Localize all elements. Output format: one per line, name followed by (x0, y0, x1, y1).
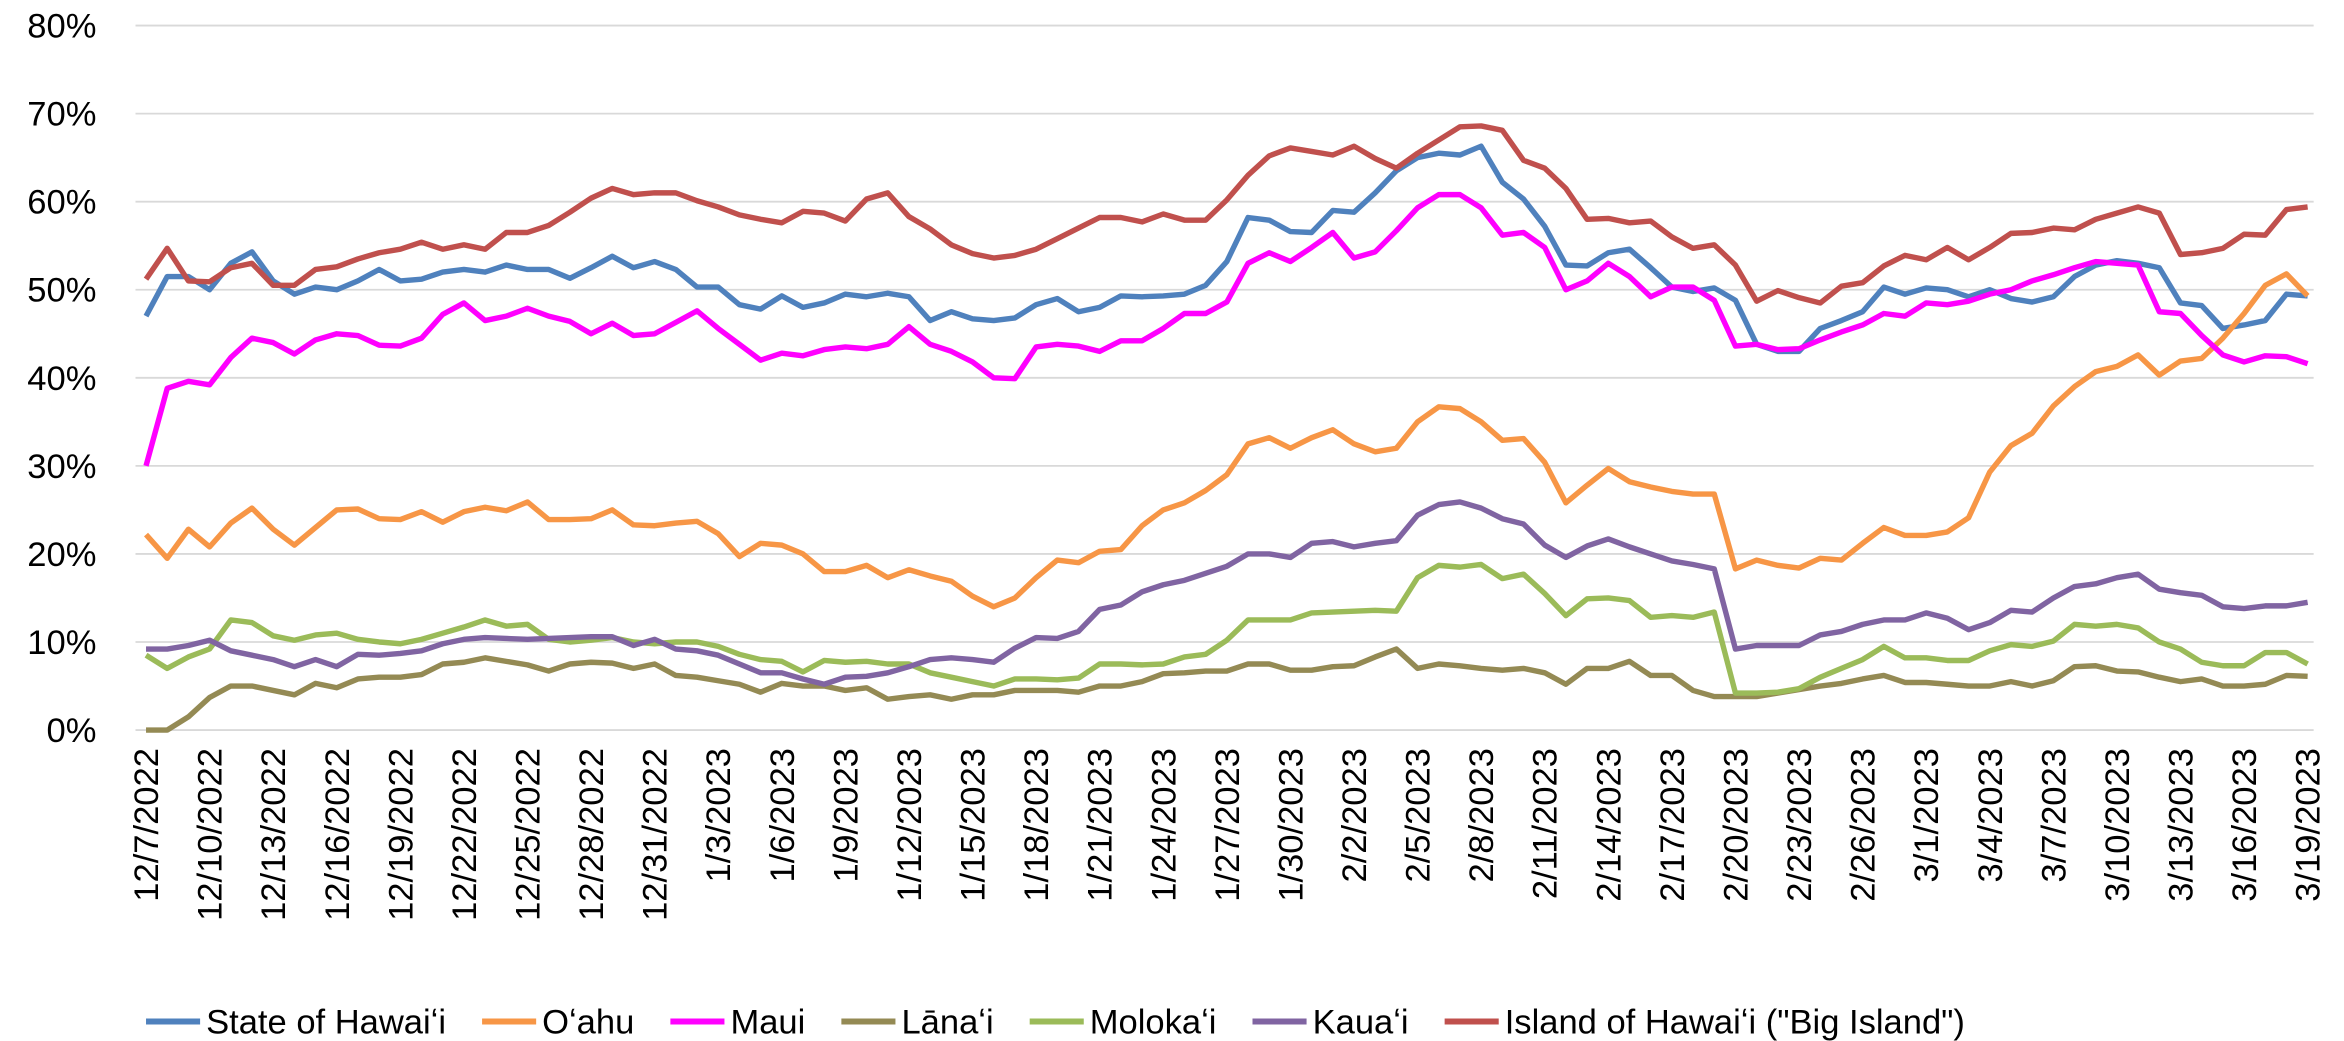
legend-label: Island of Hawaiʻi ("Big Island") (1505, 1003, 1965, 1041)
y-tick-label: 80% (27, 8, 96, 46)
y-tick-label: 10% (27, 624, 96, 662)
x-tick-label: 2/2/2023 (1336, 748, 1374, 882)
series-line (146, 499, 2309, 687)
legend-label: Kauaʻi (1313, 1003, 1409, 1041)
x-tick-label: 3/16/2023 (2226, 748, 2264, 902)
y-tick-label: 60% (27, 184, 96, 222)
series-line (143, 143, 2308, 355)
y-tick-label: 20% (27, 536, 96, 574)
x-tick-label: 2/17/2023 (1654, 748, 1692, 902)
series-line (144, 561, 2309, 696)
legend-label: Molokaʻi (1090, 1003, 1217, 1041)
x-tick-label: 1/24/2023 (1145, 748, 1183, 902)
legend-label: Oʻahu (542, 1003, 634, 1041)
x-tick-label: 3/10/2023 (2099, 748, 2137, 902)
x-tick-label: 2/26/2023 (1845, 748, 1883, 902)
y-tick-label: 30% (27, 448, 96, 486)
x-tick-label: 12/7/2022 (128, 748, 166, 902)
x-tick-label: 12/16/2022 (319, 748, 357, 921)
x-tick-label: 2/23/2023 (1781, 748, 1819, 902)
y-tick-label: 0% (47, 712, 97, 750)
x-tick-label: 3/4/2023 (1972, 748, 2010, 882)
x-tick-label: 2/8/2023 (1463, 748, 1501, 882)
x-tick-label: 12/10/2022 (192, 748, 230, 921)
series-line (143, 123, 2308, 306)
x-tick-label: 2/20/2023 (1717, 748, 1755, 902)
x-tick-label: 1/9/2023 (827, 748, 865, 882)
x-tick-label: 1/6/2023 (764, 748, 802, 882)
x-tick-label: 3/7/2023 (2035, 748, 2073, 882)
y-tick-label: 50% (27, 272, 96, 310)
legend-label: Maui (730, 1003, 805, 1041)
x-tick-label: 1/18/2023 (1018, 748, 1056, 902)
x-tick-label: 12/19/2022 (382, 748, 420, 921)
x-tick-label: 1/27/2023 (1209, 748, 1247, 902)
x-tick-label: 3/13/2023 (2162, 748, 2200, 902)
legend-label: Lānaʻi (901, 1003, 993, 1041)
x-tick-label: 1/15/2023 (955, 748, 993, 902)
x-tick-label: 1/3/2023 (700, 748, 738, 882)
series-line (143, 191, 2309, 467)
x-tick-label: 12/25/2022 (510, 748, 548, 921)
series-line (146, 646, 2308, 733)
x-tick-label: 3/1/2023 (1908, 748, 1946, 882)
x-tick-label: 2/14/2023 (1590, 748, 1628, 902)
legend-label: State of Hawaiʻi (206, 1003, 446, 1041)
x-tick-label: 2/11/2023 (1527, 748, 1565, 899)
x-tick-label: 1/30/2023 (1272, 748, 1310, 902)
x-tick-label: 2/5/2023 (1400, 748, 1438, 882)
y-tick-label: 40% (27, 360, 96, 398)
x-tick-label: 1/12/2023 (891, 748, 929, 902)
series-line (144, 271, 2310, 610)
x-tick-label: 12/28/2022 (573, 748, 611, 921)
x-tick-label: 12/31/2022 (637, 748, 675, 921)
y-tick-label: 70% (27, 96, 96, 134)
x-tick-label: 12/22/2022 (446, 748, 484, 921)
x-tick-label: 1/21/2023 (1082, 748, 1120, 902)
x-tick-label: 3/19/2023 (2290, 748, 2328, 902)
x-tick-label: 12/13/2022 (255, 748, 293, 921)
